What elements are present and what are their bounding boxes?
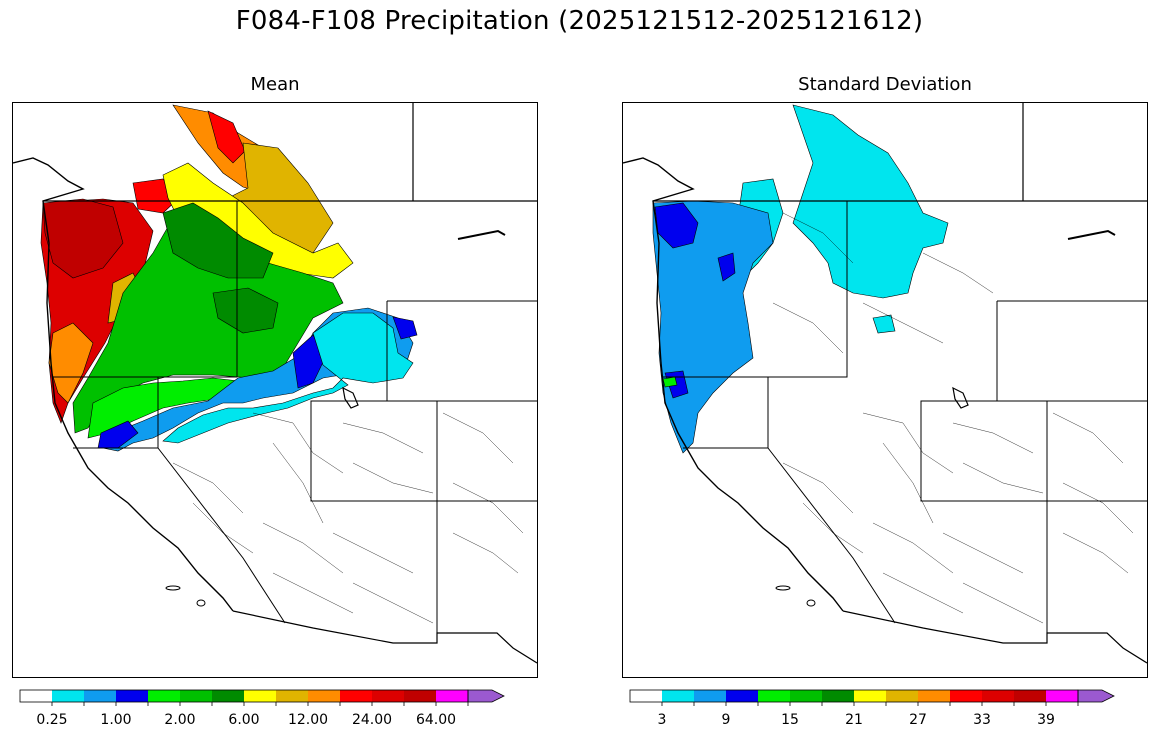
mean-border-mexico: [232, 610, 537, 664]
stdev-colorbar-bin-14: [1077, 689, 1115, 703]
mean-colorbar-bin-11: [372, 690, 404, 702]
mean-colorbar-tick-label: 12.00: [287, 712, 329, 728]
mean-region-darkblue-3: [97, 420, 139, 449]
std-island-1: [775, 585, 791, 591]
mean-colorbar-bin-5: [180, 690, 212, 702]
stdev-colorbar-tick-label: 9: [721, 712, 731, 728]
mean-colorbar-tick-label: 2.00: [164, 712, 196, 728]
mean-colorbar-bin-4: [148, 690, 180, 702]
stdev-colorbar-tick-label: 15: [781, 712, 799, 728]
stdev-panel-title: Standard Deviation: [798, 74, 972, 95]
stdev-colorbar-bin-6: [822, 690, 854, 702]
figure-title: F084-F108 Precipitation (2025121512-2025…: [235, 6, 924, 36]
stdev-colorbar-bin-13: [1046, 690, 1078, 702]
mean-basin-lines: [172, 412, 524, 624]
std-border-mexico: [842, 610, 1147, 664]
mean-colorbar-tick-label: 1.00: [100, 712, 132, 728]
stdev-colorbar-bin-12: [1014, 690, 1046, 702]
mean-map-canvas: [13, 103, 537, 664]
mean-border-states-2: [310, 300, 537, 643]
stdev-colorbar-bin-10: [950, 690, 982, 702]
stdev-colorbar-svg: [629, 689, 1115, 706]
mean-region-orange-strip: [48, 322, 94, 404]
mean-colorbar-tick-label: 0.25: [36, 712, 68, 728]
std-border-states-2: [920, 300, 1147, 643]
stdev-colorbar-bin-0: [630, 690, 662, 702]
mean-colorbar-bin-13: [436, 690, 468, 702]
mean-colorbar-tick-label: 24.00: [351, 712, 393, 728]
mean-island-1: [165, 585, 181, 591]
mean-colorbar-bin-8: [276, 690, 308, 702]
mean-colorbar-bin-9: [308, 690, 340, 702]
mean-colorbar-bin-12: [404, 690, 436, 702]
mean-colorbar-tick-label: 64.00: [415, 712, 457, 728]
mean-region-darkgreen: [162, 202, 274, 279]
stdev-colorbar-bin-8: [886, 690, 918, 702]
std-coastline: [623, 157, 844, 612]
mean-colorbar-bin-10: [340, 690, 372, 702]
mean-region-cyan: [162, 312, 414, 444]
mean-border-states-3: [73, 377, 286, 624]
mean-colorbar-tick-label: 6.00: [228, 712, 260, 728]
stdev-colorbar-bin-5: [790, 690, 822, 702]
stdev-colorbar-tick-label: 27: [909, 712, 927, 728]
stdev-map: [622, 102, 1148, 678]
std-lake-north: [1067, 229, 1116, 240]
mean-colorbar-bin-0: [20, 690, 52, 702]
std-island-2: [806, 599, 816, 607]
mean-colorbar-bin-1: [52, 690, 84, 702]
mean-island-2: [196, 599, 206, 607]
mean-colorbar-bin-2: [84, 690, 116, 702]
mean-colorbar-bin-6: [212, 690, 244, 702]
stdev-colorbar-bin-9: [918, 690, 950, 702]
mean-colorbar-bin-7: [244, 690, 276, 702]
std-border-states-3: [683, 377, 896, 624]
std-border-states-1: [663, 201, 848, 378]
mean-region-darkblue-2: [392, 316, 418, 340]
stdev-colorbar-tick-label: 21: [845, 712, 863, 728]
mean-colorbar-bin-14: [467, 689, 505, 703]
stdev-colorbar-bin-1: [662, 690, 694, 702]
mean-panel-title: Mean: [250, 74, 300, 95]
stdev-colorbar-bin-3: [726, 690, 758, 702]
mean-region-north-red: [207, 110, 246, 164]
std-basin-lines: [772, 212, 1134, 624]
std-great-salt-lake: [952, 386, 969, 409]
mean-lake-north: [457, 229, 506, 240]
stdev-colorbar-bin-4: [758, 690, 790, 702]
mean-map: [12, 102, 538, 678]
mean-colorbar-svg: [19, 689, 505, 706]
mean-region-darkgreen-2: [212, 287, 279, 334]
mean-colorbar-bin-3: [116, 690, 148, 702]
stdev-map-canvas: [623, 103, 1147, 664]
std-region-darkblue-2: [717, 252, 736, 282]
mean-region-darkblue: [292, 334, 326, 389]
stdev-colorbar-tick-label: 33: [973, 712, 991, 728]
stdev-colorbar-tick-label: 3: [657, 712, 667, 728]
stdev-colorbar-bin-7: [854, 690, 886, 702]
stdev-colorbar-bin-2: [694, 690, 726, 702]
mean-great-salt-lake: [342, 386, 359, 409]
std-region-cyan-spot: [872, 314, 896, 334]
std-region-green: [662, 376, 678, 388]
mean-border-states-1: [53, 201, 238, 378]
stdev-colorbar-bin-11: [982, 690, 1014, 702]
stdev-colorbar-tick-label: 39: [1037, 712, 1055, 728]
mean-region-coast-darkred: [42, 198, 124, 279]
mean-coastline: [13, 157, 234, 612]
